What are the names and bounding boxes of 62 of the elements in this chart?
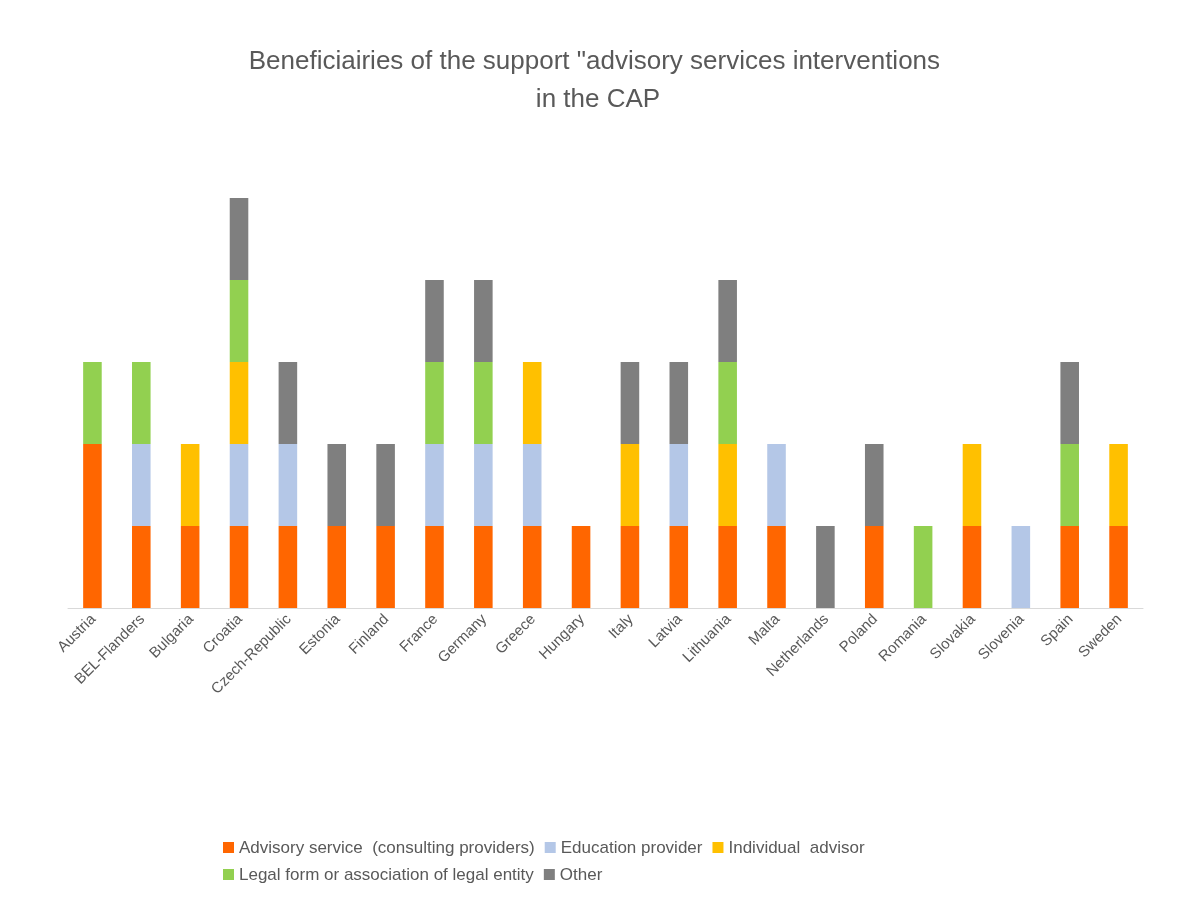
bar — [718, 362, 737, 444]
bar — [180, 526, 200, 608]
bar — [278, 526, 298, 608]
bar — [474, 444, 493, 526]
bar — [1109, 526, 1128, 608]
bar — [474, 362, 493, 444]
bar — [620, 526, 640, 608]
bar — [132, 444, 151, 526]
legend-label: Education provider — [560, 838, 703, 857]
bar — [229, 362, 249, 444]
bar — [522, 362, 542, 444]
bar — [620, 362, 640, 444]
bar — [425, 362, 444, 444]
bar — [718, 444, 737, 526]
bar — [718, 280, 737, 362]
bar — [425, 444, 444, 526]
bar — [864, 444, 884, 526]
bar — [425, 526, 444, 608]
bar — [327, 444, 347, 526]
bar — [474, 280, 493, 362]
bar — [132, 362, 151, 444]
bar — [767, 444, 786, 526]
bar — [229, 198, 249, 280]
bar — [425, 280, 444, 362]
bar — [229, 526, 249, 608]
bar — [718, 526, 737, 608]
bar — [327, 526, 347, 608]
bar — [1060, 444, 1079, 526]
bar — [864, 526, 884, 608]
x-tick-label: Italy — [604, 609, 637, 642]
bar — [474, 526, 493, 608]
legend-label: Individual advisor — [728, 838, 865, 857]
bar — [767, 526, 786, 608]
bar — [669, 362, 689, 444]
bar — [1109, 444, 1128, 526]
bar — [962, 526, 982, 608]
legend-label: Advisory service (consulting providers) — [239, 838, 535, 857]
bar — [278, 444, 298, 526]
bar — [620, 444, 640, 526]
bar — [669, 526, 689, 608]
bar — [278, 362, 298, 444]
bar — [229, 280, 249, 362]
bar — [83, 444, 102, 608]
bar — [229, 444, 249, 526]
legend-label: Other — [559, 865, 603, 884]
bar — [132, 526, 151, 608]
chart-title: Beneficiairies of the support "advisory services interventions in the CAP — [248, 45, 948, 113]
bar — [816, 526, 835, 608]
bar — [962, 444, 982, 526]
bar — [376, 526, 395, 608]
legend-label: Legal form or association of legal entity — [239, 865, 535, 884]
bar — [522, 526, 542, 608]
bar — [571, 526, 591, 608]
bar — [1060, 526, 1079, 608]
bar — [1060, 362, 1079, 444]
bar — [83, 362, 102, 444]
bar — [1011, 526, 1031, 608]
bar — [180, 444, 200, 526]
bar — [669, 444, 689, 526]
bar — [522, 444, 542, 526]
bar — [376, 444, 395, 526]
bar — [913, 526, 933, 608]
